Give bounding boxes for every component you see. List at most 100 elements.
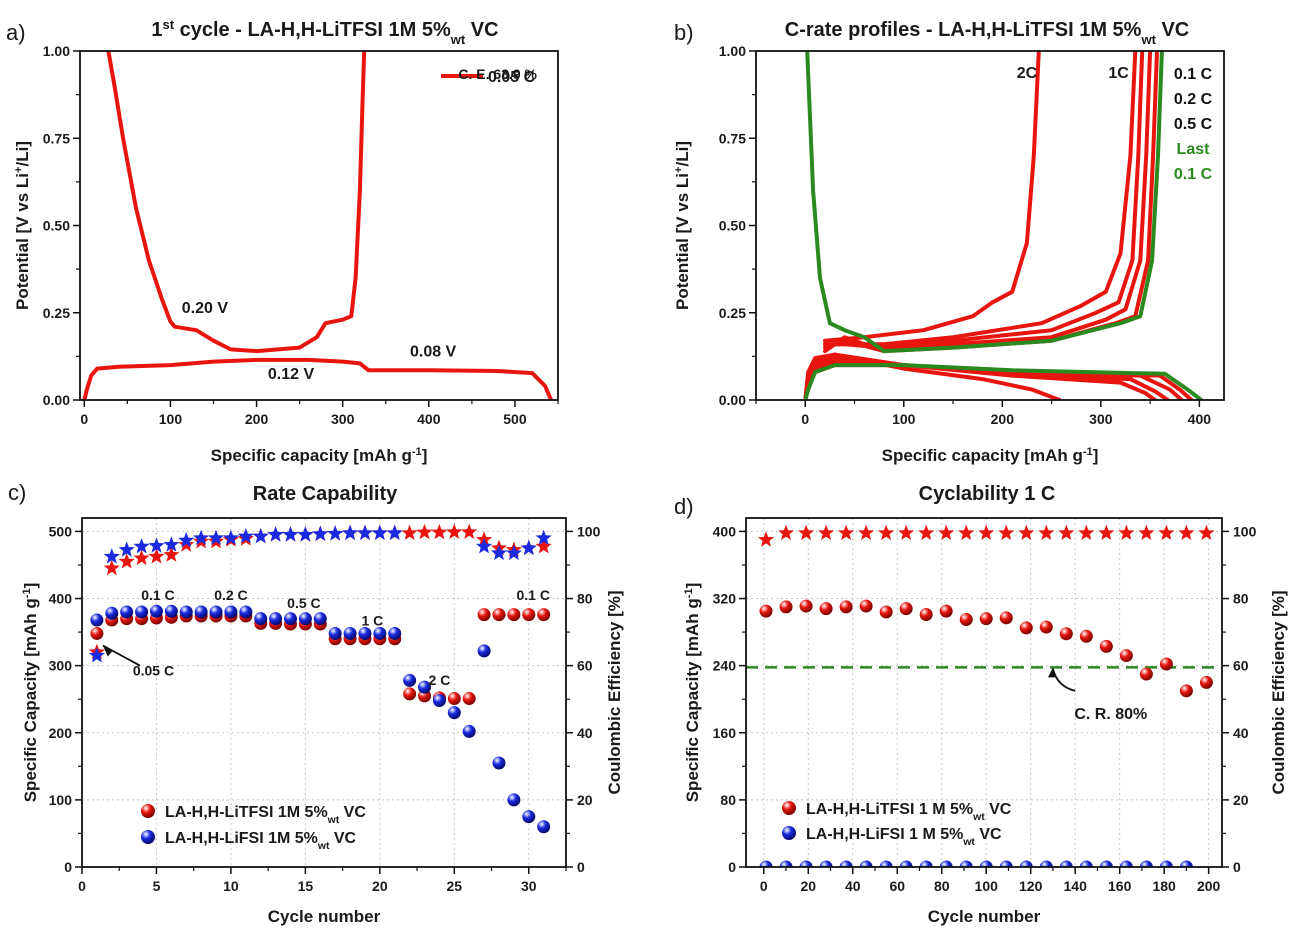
capacity-point [194,605,208,619]
y-tick-label: 0 [728,859,736,875]
capacity-point [462,724,476,738]
ce-star-point [178,532,195,548]
ce-star-point [327,525,344,541]
y-tick-label: 0.00 [719,392,746,408]
capacity-point [358,626,372,640]
x-tick-label: 400 [417,411,441,427]
y-axis-label: Specific Capacity [mAh g-1] [683,583,702,803]
capacity-point [522,810,536,824]
ce-star-point [342,524,359,540]
annotation: 0.2 C [214,587,247,603]
capacity-point [120,605,134,619]
ce-star-point [838,524,855,540]
legend-label: 0.5 C [1174,116,1213,133]
ce-star-point [1198,524,1215,540]
arrow-head [102,645,113,657]
ce-star-point [163,536,180,552]
capacity-point [343,626,357,640]
ce-star-point [133,538,150,554]
annotation: 1C [1108,65,1129,82]
capacity-point [254,612,268,626]
y-tick-label: 320 [713,591,737,607]
panel-d: 0 20 40 60 80 100 120 140 160 180 2000801602403204… [674,483,1288,926]
capacity-point [462,692,476,706]
y-tick-label: 100 [49,792,73,808]
ce-star-point [1118,524,1135,540]
x-tick-label: 200 [991,411,1015,427]
ce-star-point [386,524,403,540]
capacity-point [819,602,833,616]
capacity-point [959,613,973,627]
x-tick-label: 0 [801,411,809,427]
y-tick-label: 1.00 [43,43,70,59]
legend-label: 0.2 C [1174,91,1213,108]
x-axis-label: Specific capacity [mAh g-1] [211,446,428,465]
capacity-point [507,608,521,622]
series-line-discharge [803,352,1062,400]
y2-tick-label: 40 [577,725,593,741]
series-line-charge [823,51,1145,350]
x-tick-label: 300 [331,411,355,427]
capacity-point [269,612,283,626]
ce-star-point [535,529,552,545]
ce-star-point [778,524,795,540]
capacity-point [999,860,1013,867]
capacity-point [879,605,893,619]
y-tick-label: 0.75 [719,130,746,146]
ce-star-point [431,523,448,540]
annotation-arrow [1052,668,1076,692]
ce-star-point [858,524,875,540]
capacity-point [209,605,223,619]
capacity-point [1039,860,1053,867]
plot-area [803,51,1204,400]
y-tick-label: 400 [713,523,737,539]
capacity-point [388,626,402,640]
capacity-point [373,626,387,640]
ce-star-point [938,524,955,540]
ce-star-point [757,531,775,547]
panel-label: a) [6,20,26,45]
ce-star-point [148,537,165,553]
arrow-head [1047,667,1057,678]
capacity-point [179,605,193,619]
panel-b: 0 100 200 300 400 0.00 0.25 0.50 0.75 1.00 b) C-rat… [673,19,1225,465]
ce-star-point [163,546,180,562]
panel-label: b) [674,20,694,45]
capacity-point [164,604,178,618]
annotation: 1 C [362,612,384,628]
y-tick-label: 80 [720,792,736,808]
series-line-charge [823,51,1138,347]
x-tick-label: 0 [80,411,88,427]
capacity-point [1019,860,1033,867]
ce-star-point [416,523,433,540]
ce-star-point [490,544,508,561]
x-axis-label: Cycle number [268,907,381,926]
ce-star-point [1098,524,1115,540]
capacity-point [919,607,933,621]
y-tick-label: 240 [713,658,737,674]
capacity-point [1199,675,1213,689]
ce-star-point [297,526,314,542]
capacity-point [149,604,163,618]
capacity-point [1139,860,1153,867]
capacity-point [135,605,149,619]
capacity-point [1179,684,1193,698]
panel-c: 0 5 10 15 20 25 300100200300400500020406080100… [8,480,624,926]
ce-star-point [878,524,895,540]
capacity-point [224,605,238,619]
capacity-point [283,612,297,626]
ce-star-point [535,538,552,554]
legend-marker [141,804,155,818]
x-tick-label: 100 [975,878,999,894]
capacity-point [507,793,521,807]
annotation: 2 C [429,672,451,688]
capacity-point [959,860,973,867]
capacity-point [328,626,342,640]
y2-tick-label: 100 [577,523,601,539]
ce-star-point [401,524,418,540]
ce-star-point [520,539,537,556]
capacity-point [859,860,873,867]
capacity-point [477,644,491,658]
x-tick-label: 180 [1152,878,1176,894]
capacity-point [979,860,993,867]
